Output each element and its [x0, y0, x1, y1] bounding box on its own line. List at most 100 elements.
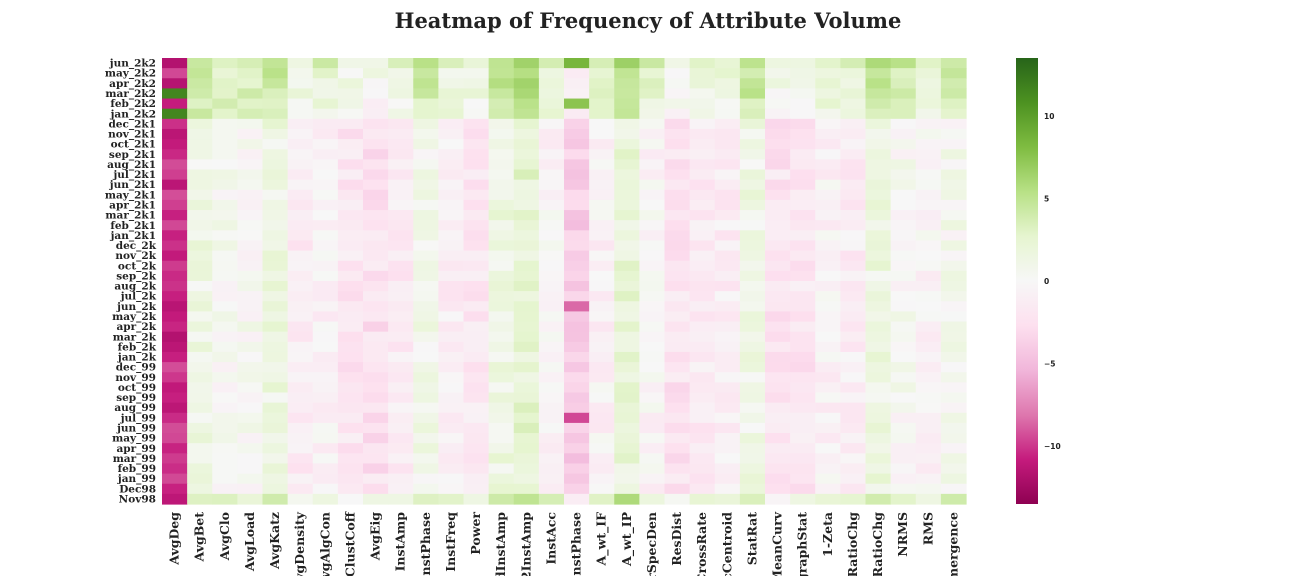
heatmap-cell [589, 291, 615, 302]
heatmap-cell [790, 230, 816, 242]
heatmap-cell [790, 169, 816, 181]
heatmap-cell [765, 281, 791, 292]
heatmap-cell [212, 58, 238, 69]
heatmap-cell [664, 351, 691, 363]
heatmap-cell [865, 422, 892, 434]
heatmap-cell [840, 341, 867, 353]
heatmap-cell [438, 250, 465, 262]
heatmap-cell [337, 412, 364, 424]
heatmap-cell [312, 341, 339, 353]
row-labels: jun_2k2may_2k2apr_2k2mar_2k2feb_2k2jan_2… [105, 58, 157, 506]
heatmap-cell [187, 382, 213, 394]
heatmap-cell [287, 88, 314, 100]
heatmap-cell [815, 68, 841, 79]
heatmap-cell [237, 341, 264, 353]
heatmap-cell [463, 220, 490, 231]
heatmap-cell [187, 220, 213, 231]
heatmap-cell [940, 473, 967, 485]
heatmap-cell [388, 78, 414, 90]
heatmap-cell [664, 220, 691, 231]
heatmap-cell [187, 301, 213, 313]
heatmap-cell [915, 463, 942, 475]
heatmap-cell [237, 493, 264, 505]
heatmap-cell [538, 311, 565, 323]
heatmap-cell [287, 98, 314, 110]
heatmap-cell [513, 98, 540, 110]
heatmap-cell [187, 98, 213, 110]
heatmap-cell [438, 463, 465, 475]
heatmap-cell [538, 250, 565, 262]
heatmap-cell [463, 78, 490, 90]
heatmap-cell [589, 58, 615, 69]
heatmap-cell [488, 483, 515, 495]
heatmap-cell [488, 311, 515, 323]
heatmap-cell [388, 220, 414, 231]
heatmap-cell [287, 58, 314, 69]
heatmap-cell [162, 260, 188, 272]
colorbar [1016, 58, 1038, 504]
heatmap-cell [790, 210, 816, 221]
heatmap-cell [463, 433, 490, 444]
heatmap-cell [564, 341, 590, 353]
row-label: jan_2k2 [110, 108, 156, 121]
heatmap-cell [689, 281, 716, 292]
heatmap-cell [363, 250, 389, 262]
heatmap-cell [564, 58, 590, 69]
heatmap-cell [413, 98, 439, 110]
heatmap-cell [438, 392, 465, 404]
heatmap-cell [689, 351, 716, 363]
heatmap-cell [664, 169, 691, 181]
heatmap-cell [815, 392, 841, 404]
heatmap-cell [162, 433, 188, 444]
heatmap-cell [940, 128, 967, 140]
heatmap-cell [287, 179, 314, 191]
heatmap-cell [815, 382, 841, 394]
heatmap-cell [639, 331, 666, 343]
heatmap-cell [212, 78, 238, 90]
heatmap-cell [162, 382, 188, 394]
heatmap-cell [312, 443, 339, 454]
heatmap-cell [564, 321, 590, 333]
heatmap-cell [363, 68, 389, 79]
heatmap-cell [765, 199, 791, 211]
heatmap-cell [589, 78, 615, 90]
heatmap-cell [614, 169, 640, 181]
heatmap-cell [337, 169, 364, 181]
heatmap-cell [262, 230, 289, 242]
heatmap-cell [739, 189, 766, 201]
heatmap-cell [413, 139, 439, 150]
heatmap-cell [237, 453, 264, 465]
heatmap-cell [589, 118, 615, 130]
column-label: ResDist [669, 512, 684, 566]
heatmap-cell [237, 463, 264, 475]
heatmap-cell [589, 402, 615, 414]
heatmap-cell [614, 321, 640, 333]
heatmap-cell [614, 453, 640, 465]
heatmap-cell [312, 159, 339, 171]
heatmap-cell [212, 118, 238, 130]
heatmap-cell [639, 483, 666, 495]
heatmap-cell [564, 301, 590, 313]
heatmap-cell [538, 351, 565, 363]
heatmap-cell [664, 362, 691, 373]
heatmap-cell [714, 220, 741, 231]
heatmap-cell [463, 250, 490, 262]
heatmap-cell [162, 422, 188, 434]
heatmap-cell [915, 179, 942, 191]
heatmap-cell [187, 483, 213, 495]
heatmap-cell [765, 139, 791, 150]
heatmap-cell [664, 128, 691, 140]
heatmap-cell [438, 483, 465, 495]
heatmap-cell [790, 250, 816, 262]
heatmap-cell [664, 58, 691, 69]
heatmap-cell [865, 250, 892, 262]
heatmap-cell [815, 331, 841, 343]
heatmap-cell [940, 341, 967, 353]
heatmap-cell [237, 331, 264, 343]
heatmap-cell [664, 78, 691, 90]
heatmap-cell [262, 210, 289, 221]
heatmap-cell [915, 331, 942, 343]
heatmap-cell [287, 483, 314, 495]
heatmap-cell [639, 402, 666, 414]
heatmap-cell [790, 382, 816, 394]
